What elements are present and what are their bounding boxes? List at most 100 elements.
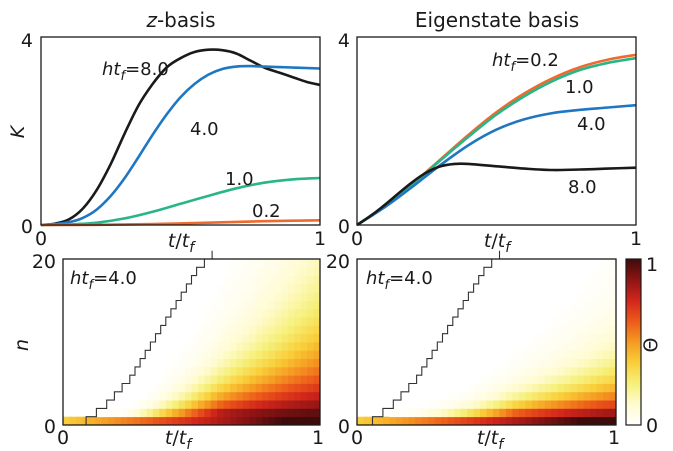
- heatmap-cell: [518, 408, 526, 418]
- heatmap-cell: [300, 292, 308, 301]
- heatmap-cell: [275, 416, 282, 426]
- heatmap-cell: [583, 342, 591, 351]
- heatmap-cell: [262, 416, 269, 426]
- heatmap-cell: [564, 408, 572, 418]
- heatmap-cell: [596, 358, 604, 368]
- heatmap-cell: [185, 416, 192, 426]
- heatmap-cell: [300, 275, 308, 285]
- heatmap-cell: [287, 358, 295, 368]
- heatmap-cell: [268, 342, 276, 351]
- heatmap-cell: [596, 325, 604, 335]
- heatmap-cell: [262, 275, 269, 285]
- heatmap-cell: [294, 333, 302, 343]
- heatmap-cell: [551, 350, 559, 359]
- y-axis-label: K: [7, 124, 29, 138]
- heatmap-cell: [210, 400, 218, 409]
- heatmap-cell: [275, 400, 282, 409]
- heatmap-cell: [300, 333, 308, 343]
- heatmap-cell: [300, 400, 308, 409]
- heatmap-cell: [223, 325, 231, 335]
- heatmap-cell: [217, 342, 225, 351]
- heatmap-cell: [217, 366, 225, 376]
- heatmap-cell: [210, 358, 218, 368]
- heatmap-cell: [531, 391, 539, 401]
- heatmap-cell: [197, 358, 205, 368]
- heatmap-cell: [512, 375, 520, 384]
- heatmap-cell: [544, 391, 552, 401]
- heatmap-cell: [223, 275, 231, 285]
- heatmap-cell: [204, 400, 212, 409]
- heatmap-cell: [255, 292, 263, 301]
- heatmap-cell: [236, 308, 244, 318]
- heatmap-cell: [268, 350, 276, 359]
- heatmap-cell: [197, 350, 205, 359]
- heatmap-cell: [217, 391, 225, 401]
- heatmap-cell: [300, 391, 308, 401]
- heatmap-cell: [590, 275, 597, 285]
- heatmap-cell: [294, 400, 302, 409]
- heatmap-cell: [499, 366, 507, 376]
- heatmap-cell: [223, 300, 231, 310]
- heatmap-cell: [178, 391, 186, 401]
- heatmap-cell: [204, 358, 212, 368]
- heatmap-cell: [294, 358, 302, 368]
- heatmap-cell: [275, 333, 282, 343]
- heatmap-cell: [287, 259, 295, 268]
- heatmap-cell: [223, 391, 231, 401]
- heatmap-cell: [583, 283, 591, 293]
- heatmap-cell: [249, 333, 257, 343]
- heatmap-cell: [577, 342, 585, 351]
- heatmap-cell: [544, 333, 552, 343]
- heatmap-cell: [268, 416, 276, 426]
- heatmap-cell: [185, 342, 192, 351]
- heatmap-cell: [275, 325, 282, 335]
- heatmap-cell: [287, 308, 295, 318]
- heatmap-cell: [242, 400, 250, 409]
- heatmap-cell: [178, 400, 186, 409]
- heatmap-cell: [217, 283, 225, 293]
- heatmap-cell: [294, 308, 302, 318]
- heatmap-cell: [609, 275, 617, 285]
- heatmap-cell: [287, 275, 295, 285]
- x-tick-label: 1: [630, 228, 642, 250]
- heatmap-cell: [300, 325, 308, 335]
- heatmap-cell: [159, 416, 167, 426]
- plot-area-eigenstate: [356, 53, 637, 227]
- heatmap-cell: [609, 366, 617, 376]
- heatmap-cell: [294, 283, 302, 293]
- heatmap-cell: [538, 375, 546, 384]
- heatmap-cell: [313, 292, 321, 301]
- heatmap-cell: [230, 308, 237, 318]
- heatmap-cell: [249, 375, 257, 384]
- heatmap-cell: [242, 408, 250, 418]
- heatmap-cell: [570, 300, 578, 310]
- heatmap-cell: [590, 308, 597, 318]
- heatmap-cell: [185, 391, 192, 401]
- heatmap-cell: [294, 292, 302, 301]
- heatmap-cell: [551, 333, 559, 343]
- heatmap-cell: [307, 366, 314, 376]
- heatmap-cell: [564, 308, 572, 318]
- heatmap-cell: [603, 391, 610, 401]
- heatmap-cell: [281, 391, 289, 401]
- heatmap-cell: [230, 283, 237, 293]
- heatmap-cell: [551, 342, 559, 351]
- series-line-2: [356, 103, 637, 227]
- heatmap-cell: [609, 333, 617, 343]
- heatmap-cell: [313, 308, 321, 318]
- heatmap-cell: [447, 391, 455, 401]
- heatmap-cell: [242, 375, 250, 384]
- heatmap-cell: [197, 375, 205, 384]
- heatmap-cell: [544, 358, 552, 368]
- heatmap-cell: [294, 391, 302, 401]
- heatmap-cell: [603, 350, 610, 359]
- heatmap-cell: [262, 342, 269, 351]
- heatmap-cell: [564, 400, 572, 409]
- heatmap-cell: [512, 350, 520, 359]
- heatmap-cell: [191, 416, 199, 426]
- heatmap-cell: [307, 317, 314, 326]
- heatmap-cell: [538, 391, 546, 401]
- heatmap-cell: [197, 333, 205, 343]
- heatmap-cell: [525, 391, 533, 401]
- heatmap-cell: [294, 366, 302, 376]
